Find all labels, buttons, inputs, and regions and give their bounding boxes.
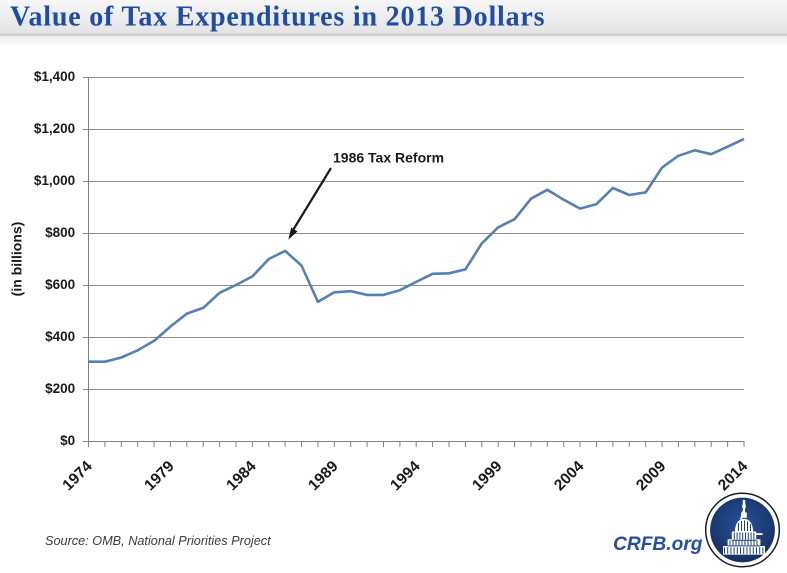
svg-text:$600: $600 (45, 277, 75, 292)
svg-text:Source: OMB, National Prioriti: Source: OMB, National Priorities Project (45, 534, 271, 548)
svg-text:$400: $400 (45, 329, 75, 344)
svg-text:$800: $800 (45, 225, 75, 240)
svg-text:CRFB.org: CRFB.org (613, 534, 703, 555)
svg-text:1986 Tax Reform: 1986 Tax Reform (333, 150, 444, 166)
svg-text:$0: $0 (60, 433, 75, 448)
svg-text:$1,400: $1,400 (34, 69, 75, 84)
svg-text:$200: $200 (45, 381, 75, 396)
svg-text:(in billions): (in billions) (9, 222, 25, 297)
svg-text:$1,000: $1,000 (34, 173, 75, 188)
svg-text:Value of Tax Expenditures in 2: Value of Tax Expenditures in 2013 Dollar… (10, 2, 545, 33)
svg-text:$1,200: $1,200 (34, 121, 75, 136)
